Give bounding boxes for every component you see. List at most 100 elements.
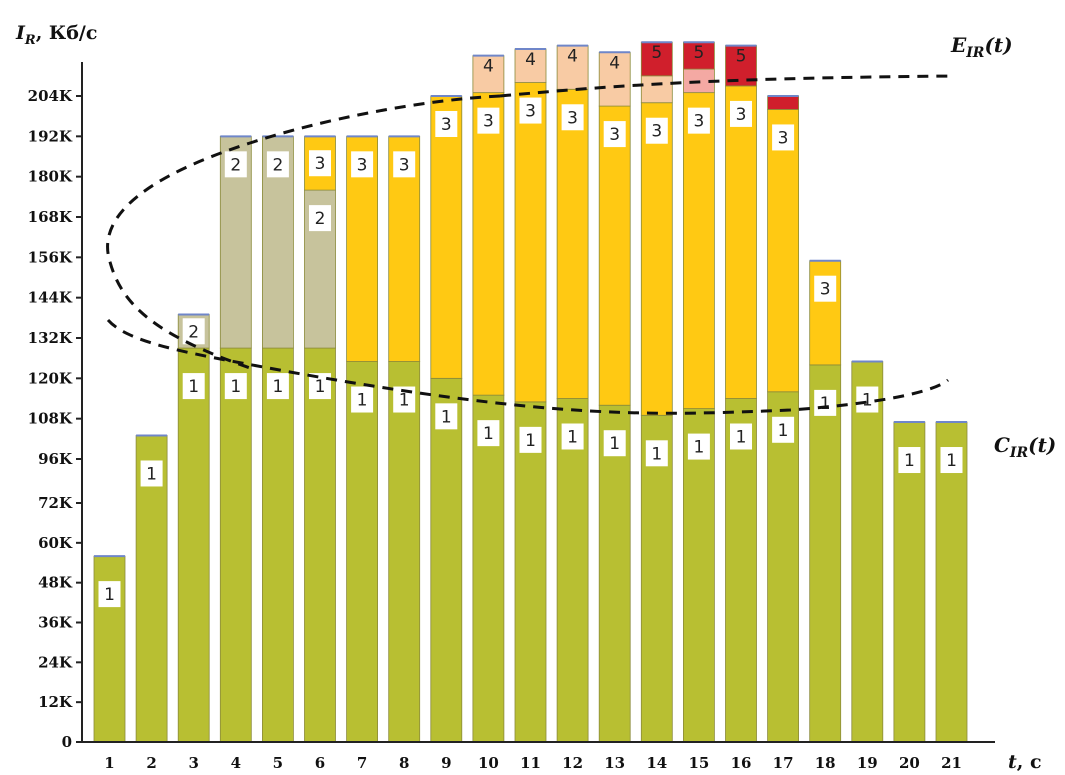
bar-segment-3 <box>725 85 757 399</box>
segment-label-text: 3 <box>567 108 578 128</box>
upper-curve-label-main: E <box>950 33 967 57</box>
segment-label-box <box>182 373 205 400</box>
segment-label: 3 <box>309 150 331 177</box>
segment-label-box <box>772 124 795 151</box>
segment-label-box <box>309 373 331 400</box>
segment-label: 1 <box>687 433 710 460</box>
segment-label-box <box>687 433 710 460</box>
bar-segment-1 <box>177 347 210 743</box>
segment-label-text: 1 <box>315 377 326 397</box>
bar-segment-3 <box>514 82 547 403</box>
segment-label: 1 <box>730 423 752 450</box>
segment-label-text: 1 <box>525 431 536 451</box>
segment-label: 1 <box>182 373 205 400</box>
x-tick-label: 3 <box>188 754 198 772</box>
segment-label-box <box>435 111 458 137</box>
segment-label: 1 <box>519 426 542 453</box>
x-tick-label: 18 <box>815 754 836 772</box>
segment-label-box <box>309 150 331 177</box>
dashed-curves <box>106 74 956 415</box>
bar-segment-4 <box>514 48 547 83</box>
lower-curve-label-arg: (t) <box>1028 433 1056 457</box>
segment-label-text: 1 <box>357 391 368 411</box>
segment-label: 1 <box>477 420 500 447</box>
segment-label: 5 <box>693 43 704 63</box>
bar-segment-3 <box>640 102 673 416</box>
upper-curve-label: EIR(t) <box>950 33 1013 61</box>
bars-layer <box>93 41 968 743</box>
segment-label-text: 1 <box>609 434 620 454</box>
x-tick-label: 9 <box>441 754 451 772</box>
y-tick-label: 156K <box>28 248 73 266</box>
segment-label-box <box>898 447 921 474</box>
x-tick-label: 1 <box>104 754 114 772</box>
lower-capacity-curve <box>106 318 949 415</box>
upper-curve-label-arg: (t) <box>984 33 1012 57</box>
bar-segment-3 <box>556 88 589 399</box>
x-tick-label: 20 <box>899 754 920 772</box>
y-tick-label: 132K <box>28 329 73 347</box>
segment-label: 3 <box>561 104 584 131</box>
axes <box>81 62 995 743</box>
segment-label: 5 <box>651 43 662 63</box>
segment-label-box <box>730 100 752 127</box>
segment-label-text: 4 <box>483 57 494 77</box>
segment-label-box <box>182 318 205 345</box>
segment-label-text: 1 <box>862 391 873 411</box>
bar-segment-1 <box>219 347 252 743</box>
segment-label: 2 <box>182 318 205 345</box>
lower-curve-label-sub: IR <box>1009 445 1028 461</box>
segment-label-box <box>519 426 542 453</box>
segment-label: 1 <box>940 447 963 474</box>
segment-label-text: 3 <box>483 112 494 132</box>
segment-label: 3 <box>435 111 458 137</box>
x-tick-label: 10 <box>478 754 499 772</box>
segment-label-box <box>687 107 710 134</box>
segment-label-box <box>351 386 374 413</box>
segment-label-text: 1 <box>146 464 157 484</box>
segment-label: 1 <box>351 386 374 413</box>
segment-label: 3 <box>519 97 542 124</box>
segment-label-text: 1 <box>104 585 115 605</box>
segment-label-text: 5 <box>736 47 747 67</box>
segment-label-box <box>519 97 542 124</box>
bar-segment-1 <box>851 361 884 743</box>
x-tick-label: 15 <box>688 754 709 772</box>
segment-label-box <box>814 389 837 416</box>
x-tick-labels: 1 2 3 4 5 6 7 8 9 10 11 12 13 14 15 16 17 18 19 20 21 <box>104 754 962 772</box>
y-axis-title: IR, Кб/с <box>15 22 97 48</box>
upper-curve-label-sub: IR <box>965 45 984 61</box>
y-axis-title-main: I <box>15 22 26 44</box>
bar-segment-1 <box>809 364 842 743</box>
bar-segment-5 <box>767 95 799 110</box>
x-tick-label: 16 <box>731 754 752 772</box>
y-tick-label: 36K <box>38 614 73 632</box>
segment-label-box <box>730 423 752 450</box>
segment-label-text: 4 <box>609 53 620 73</box>
segment-label-box <box>814 275 837 302</box>
segment-label-box <box>393 151 416 178</box>
bar-segment-1 <box>135 435 168 743</box>
y-tick-label: 72K <box>38 494 73 512</box>
segment-label: 3 <box>814 275 837 302</box>
segment-label: 4 <box>609 53 620 73</box>
segment-label-text: 3 <box>651 122 662 142</box>
y-tick-label: 60K <box>38 534 73 552</box>
bar-segment-1 <box>472 394 505 743</box>
x-axis-title-main: t <box>1008 751 1017 773</box>
segment-label-text: 1 <box>651 444 662 464</box>
segment-label: 4 <box>483 57 494 77</box>
segment-label-text: 3 <box>525 102 536 122</box>
y-tick-labels: 0 12K 24K 36K 48K 60K 72K 96K 108K 120K 132K 144K 15… <box>28 87 82 751</box>
x-tick-label: 13 <box>604 754 625 772</box>
y-tick-label: 180K <box>28 168 73 186</box>
bar-segment-1 <box>893 421 926 743</box>
segment-label-text: 1 <box>820 394 831 414</box>
bar-segment-4 <box>598 51 631 107</box>
segment-label-text: 2 <box>188 322 199 342</box>
y-tick-label: 96K <box>38 450 73 468</box>
bar-segment-1 <box>388 361 421 743</box>
segment-label: 3 <box>645 117 668 144</box>
segment-label: 1 <box>266 373 289 400</box>
